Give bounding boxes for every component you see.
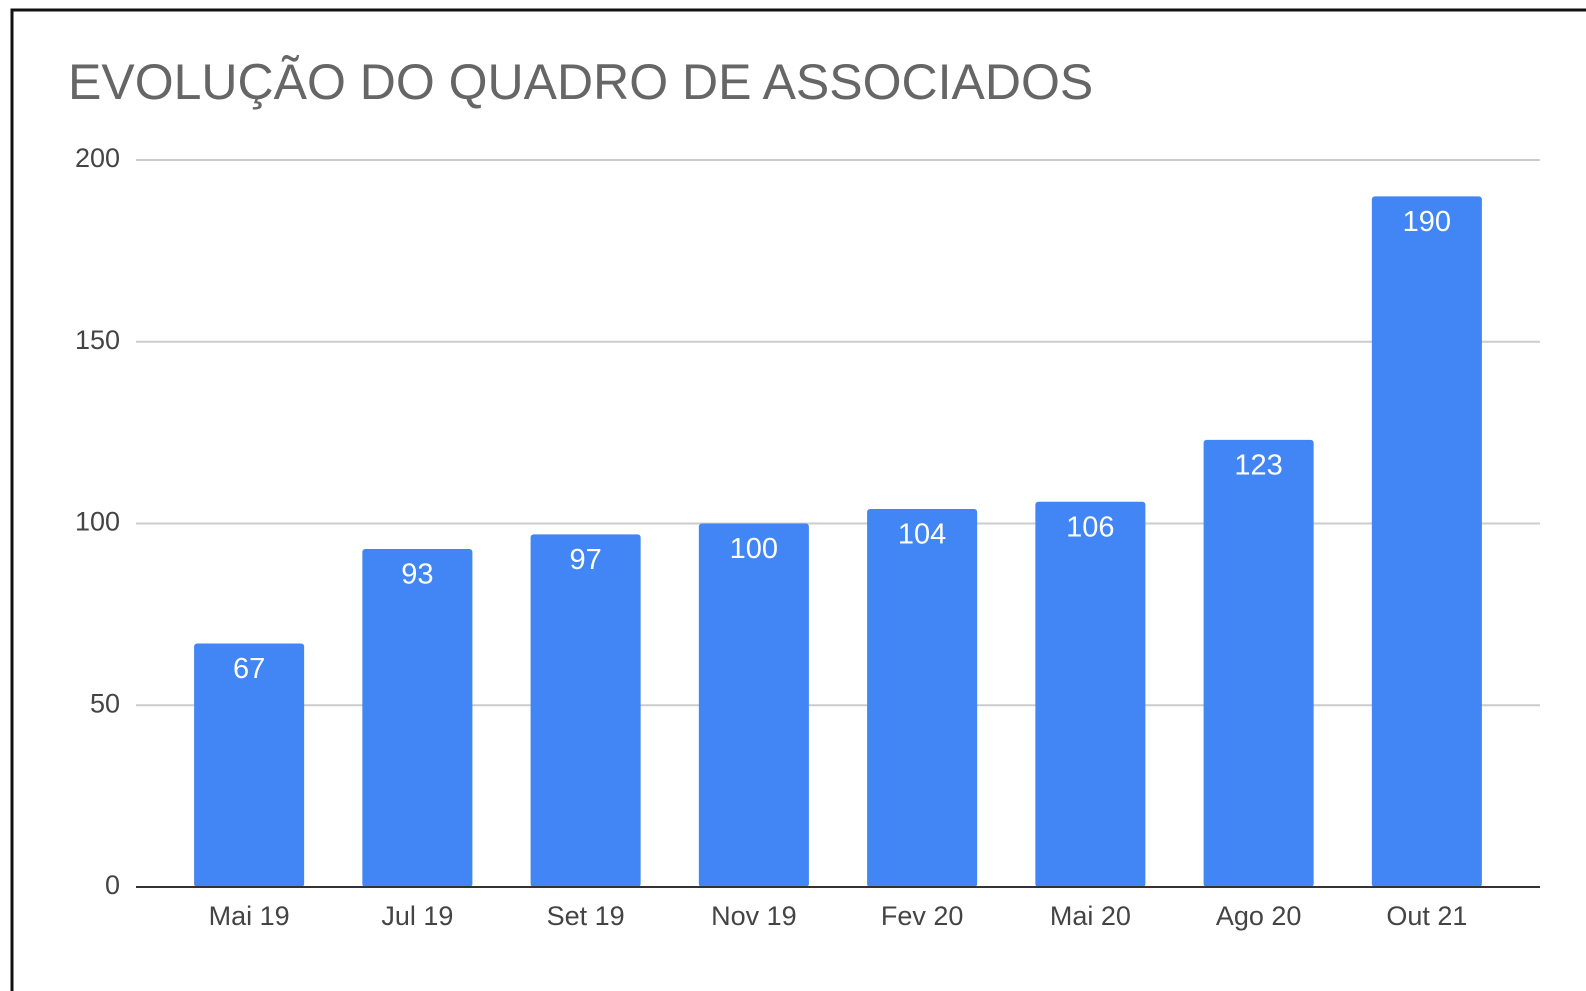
y-tick-label: 150	[75, 325, 120, 355]
value-label: 190	[1403, 206, 1451, 238]
bar	[362, 548, 473, 887]
value-label: 123	[1234, 450, 1282, 482]
x-tick-label: Mai 20	[1050, 901, 1131, 931]
bar	[1203, 439, 1314, 887]
x-tick-label: Ago 20	[1216, 901, 1302, 931]
x-tick-label: Fev 20	[881, 901, 964, 931]
y-tick-label: 50	[90, 688, 120, 718]
x-tick-label: Set 19	[547, 901, 625, 931]
bar	[530, 534, 641, 887]
bar	[1371, 196, 1482, 888]
value-label: 67	[233, 653, 265, 685]
value-label: 100	[730, 533, 778, 565]
x-tick-label: Mai 19	[209, 901, 290, 931]
bar	[698, 523, 809, 887]
value-label: 104	[898, 519, 946, 551]
y-tick-label: 200	[75, 143, 120, 173]
y-tick-label: 100	[75, 507, 120, 537]
y-tick-label: 0	[105, 870, 120, 900]
value-label: 93	[401, 559, 433, 591]
bar	[1035, 501, 1146, 887]
x-tick-label: Out 21	[1386, 901, 1467, 931]
bar	[867, 508, 978, 887]
x-tick-label: Jul 19	[381, 901, 453, 931]
value-label: 97	[569, 544, 601, 576]
bar	[194, 643, 305, 887]
value-label: 106	[1066, 511, 1114, 543]
x-tick-label: Nov 19	[711, 901, 797, 931]
chart-title: EVOLUÇÃO DO QUADRO DE ASSOCIADOS	[68, 54, 1093, 110]
